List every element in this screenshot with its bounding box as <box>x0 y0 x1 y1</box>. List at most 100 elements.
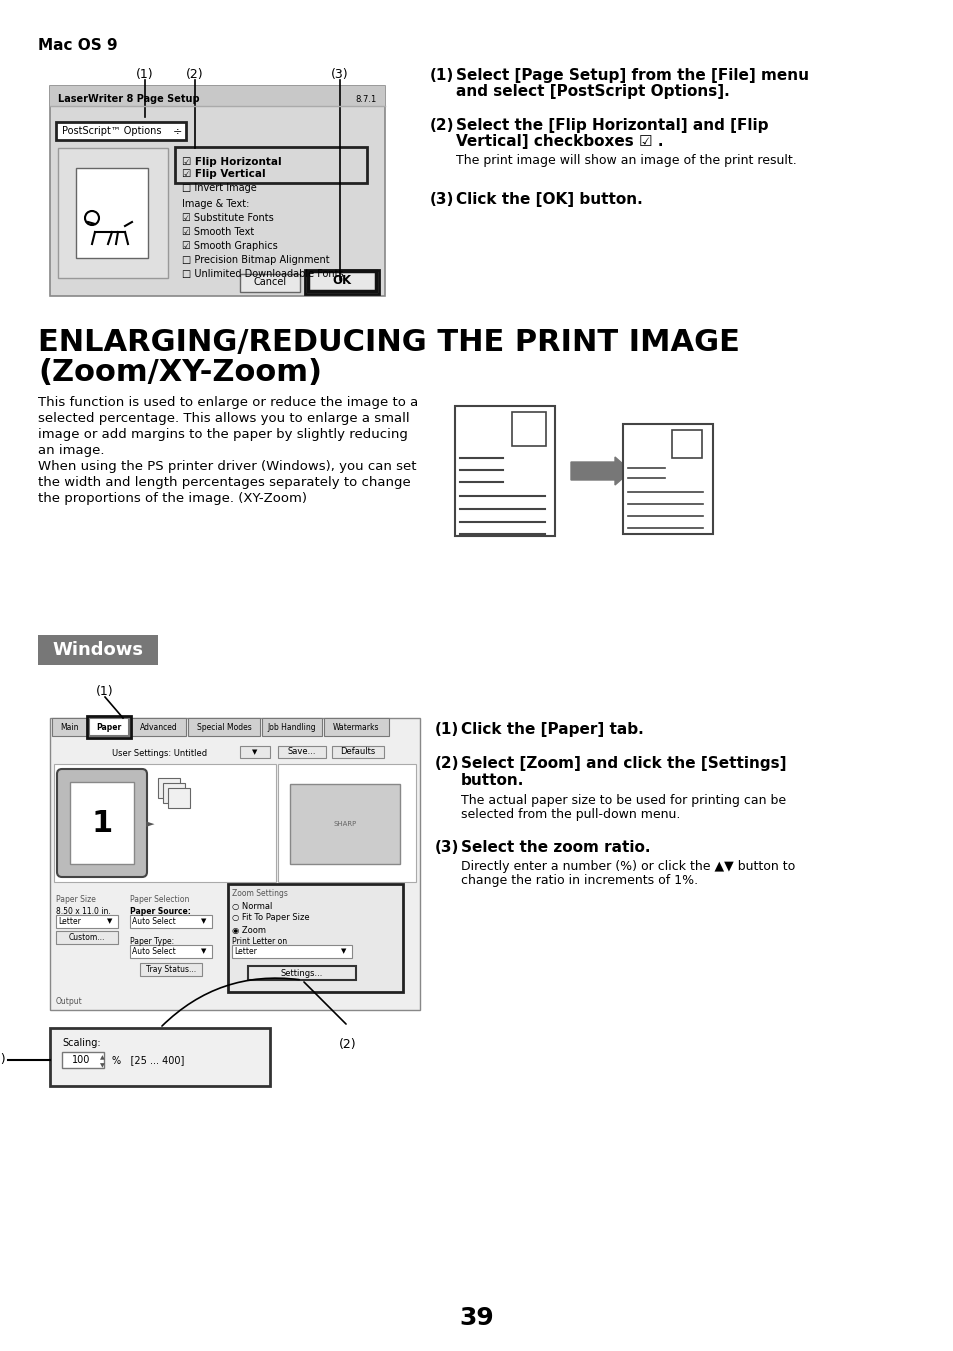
Bar <box>290 784 399 865</box>
Text: Watermarks: Watermarks <box>333 723 379 731</box>
Text: ◉ Zoom: ◉ Zoom <box>232 925 266 935</box>
Text: selected percentage. This allows you to enlarge a small: selected percentage. This allows you to … <box>38 412 409 426</box>
Text: ☑ Flip Vertical: ☑ Flip Vertical <box>182 169 265 178</box>
Text: 100: 100 <box>71 1055 91 1065</box>
Text: an image.: an image. <box>38 444 105 457</box>
Text: User Settings: Untitled: User Settings: Untitled <box>112 748 208 758</box>
Text: ▼: ▼ <box>252 748 257 755</box>
Bar <box>228 884 402 992</box>
Bar <box>277 765 416 882</box>
Text: PostScript™ Options: PostScript™ Options <box>62 126 161 136</box>
Text: ▼: ▼ <box>99 1063 104 1069</box>
Bar <box>305 270 378 295</box>
Bar <box>50 86 385 105</box>
Text: Select [Page Setup] from the [File] menu: Select [Page Setup] from the [File] menu <box>456 68 808 82</box>
Bar <box>56 915 118 928</box>
Text: (1): (1) <box>435 721 458 738</box>
Text: OK: OK <box>332 274 352 288</box>
Text: (1): (1) <box>430 68 454 82</box>
Text: Scaling:: Scaling: <box>62 1038 100 1048</box>
Text: ☑ Smooth Text: ☑ Smooth Text <box>182 227 254 236</box>
Text: (2): (2) <box>435 757 459 771</box>
Bar <box>188 717 260 736</box>
Text: image or add margins to the paper by slightly reducing: image or add margins to the paper by sli… <box>38 428 408 440</box>
Bar <box>324 717 389 736</box>
Text: □ Unlimited Downloadable Fonts: □ Unlimited Downloadable Fonts <box>182 269 343 280</box>
Text: Settings...: Settings... <box>280 969 323 978</box>
Text: and select [PostScript Options].: and select [PostScript Options]. <box>456 84 729 99</box>
Text: □ Invert Image: □ Invert Image <box>182 182 256 193</box>
Bar <box>50 1028 270 1086</box>
Text: Special Modes: Special Modes <box>196 723 251 731</box>
Text: This function is used to enlarge or reduce the image to a: This function is used to enlarge or redu… <box>38 396 417 409</box>
Bar <box>89 717 129 736</box>
Text: ☑ Smooth Graphics: ☑ Smooth Graphics <box>182 240 277 251</box>
Bar <box>58 149 168 278</box>
Text: Click the [OK] button.: Click the [OK] button. <box>456 192 642 207</box>
Text: ☑ Substitute Fonts: ☑ Substitute Fonts <box>182 213 274 223</box>
Bar <box>248 966 355 979</box>
Text: ○ Fit To Paper Size: ○ Fit To Paper Size <box>232 913 310 923</box>
Bar <box>87 716 131 738</box>
FancyBboxPatch shape <box>70 782 133 865</box>
FancyBboxPatch shape <box>240 274 299 292</box>
Text: ▼: ▼ <box>341 948 346 954</box>
Text: Tray Status...: Tray Status... <box>146 965 196 974</box>
Text: Paper Source:: Paper Source: <box>130 908 191 916</box>
Text: (3): (3) <box>0 1054 6 1066</box>
Bar <box>52 717 87 736</box>
Bar <box>38 635 158 665</box>
Text: Zoom Settings: Zoom Settings <box>232 889 288 898</box>
Text: ☑ Flip Horizontal: ☑ Flip Horizontal <box>182 157 281 168</box>
Text: (2): (2) <box>186 68 204 81</box>
Text: ►: ► <box>146 819 154 830</box>
Bar <box>130 944 212 958</box>
Text: Letter: Letter <box>58 916 81 925</box>
Bar <box>76 168 148 258</box>
Text: Select the [Flip Horizontal] and [Flip: Select the [Flip Horizontal] and [Flip <box>456 118 768 132</box>
Text: (2): (2) <box>430 118 454 132</box>
Bar <box>50 717 419 1011</box>
Text: the width and length percentages separately to change: the width and length percentages separat… <box>38 476 411 489</box>
Text: Letter: Letter <box>233 947 256 955</box>
Text: 39: 39 <box>459 1306 494 1329</box>
Text: Print Letter on: Print Letter on <box>232 938 287 947</box>
Text: ▼: ▼ <box>201 948 207 954</box>
FancyBboxPatch shape <box>308 272 375 290</box>
Text: ▼: ▼ <box>107 917 112 924</box>
Bar <box>50 86 385 296</box>
Bar <box>158 778 180 798</box>
Bar <box>168 788 190 808</box>
Bar <box>163 784 185 802</box>
Text: Main: Main <box>60 723 79 731</box>
Text: (Zoom/XY-Zoom): (Zoom/XY-Zoom) <box>38 358 322 386</box>
Text: %   [25 ... 400]: % [25 ... 400] <box>112 1055 184 1065</box>
Text: Select [Zoom] and click the [Settings]: Select [Zoom] and click the [Settings] <box>460 757 785 771</box>
Text: When using the PS printer driver (Windows), you can set: When using the PS printer driver (Window… <box>38 459 416 473</box>
Bar <box>332 746 384 758</box>
Bar <box>671 430 701 458</box>
Bar <box>232 944 352 958</box>
Text: The print image will show an image of the print result.: The print image will show an image of th… <box>456 154 796 168</box>
Text: Cancel: Cancel <box>253 277 286 286</box>
Text: Paper Type:: Paper Type: <box>130 938 174 947</box>
Text: Mac OS 9: Mac OS 9 <box>38 38 117 53</box>
Text: Paper Size: Paper Size <box>56 896 95 905</box>
Text: button.: button. <box>460 773 524 788</box>
Text: 8.50 x 11.0 in.: 8.50 x 11.0 in. <box>56 908 111 916</box>
Text: Advanced: Advanced <box>139 723 177 731</box>
Text: Directly enter a number (%) or click the ▲▼ button to: Directly enter a number (%) or click the… <box>460 861 795 873</box>
Text: ○ Normal: ○ Normal <box>232 901 273 911</box>
Bar <box>62 1052 104 1069</box>
Text: Auto Select: Auto Select <box>132 947 175 955</box>
Text: ÷: ÷ <box>173 126 182 136</box>
Text: Custom...: Custom... <box>69 932 105 942</box>
Text: □ Precision Bitmap Alignment: □ Precision Bitmap Alignment <box>182 255 330 265</box>
Bar <box>56 931 118 944</box>
Bar <box>54 765 275 882</box>
Bar <box>455 407 555 536</box>
Text: Image & Text:: Image & Text: <box>182 199 249 209</box>
Text: Windows: Windows <box>52 640 143 659</box>
Text: SHARP: SHARP <box>333 821 356 827</box>
FancyBboxPatch shape <box>174 147 367 182</box>
